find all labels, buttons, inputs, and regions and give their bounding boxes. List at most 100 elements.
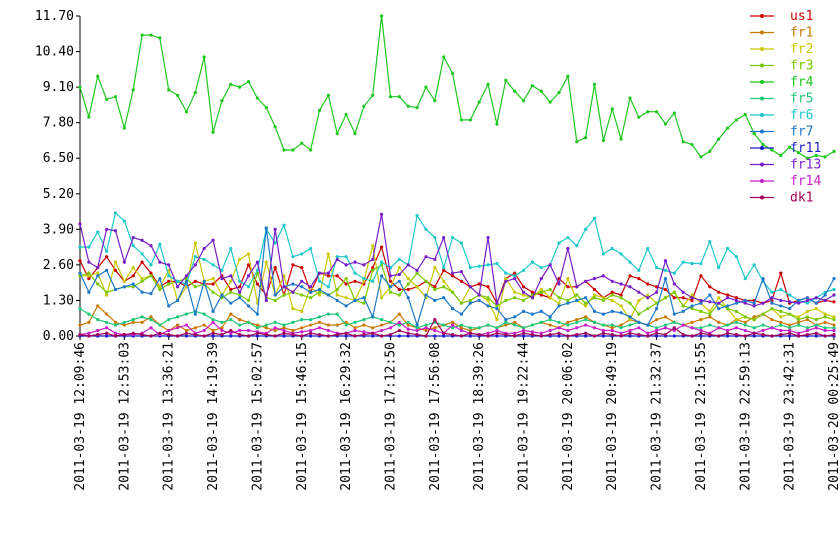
data-point	[397, 293, 401, 297]
data-point	[672, 271, 676, 275]
data-point	[681, 323, 685, 327]
data-point	[149, 315, 153, 319]
data-point	[663, 287, 668, 292]
legend-label: fr7	[790, 125, 813, 140]
data-point	[424, 334, 428, 338]
data-point	[557, 296, 561, 300]
data-point	[335, 333, 339, 337]
data-point	[752, 331, 756, 335]
data-point	[273, 320, 277, 324]
data-point	[521, 268, 526, 272]
data-point	[521, 331, 526, 335]
data-point	[459, 279, 464, 283]
data-point	[317, 326, 322, 330]
data-point	[415, 323, 419, 327]
data-point	[450, 274, 455, 278]
data-point	[752, 326, 756, 330]
data-point	[450, 326, 455, 330]
data-point	[175, 323, 180, 327]
data-point	[734, 326, 739, 330]
data-point	[521, 326, 526, 330]
data-point	[584, 296, 588, 300]
data-point	[530, 330, 535, 334]
data-point	[415, 285, 419, 289]
data-point	[628, 96, 632, 100]
data-point	[175, 285, 180, 289]
data-point	[814, 296, 818, 300]
data-point	[770, 317, 774, 322]
data-point	[486, 323, 490, 327]
data-point	[424, 255, 428, 259]
data-point	[442, 235, 446, 240]
data-point	[406, 296, 410, 300]
x-tick-label: 2011-03-19 21:32:37	[650, 342, 665, 491]
series-line	[79, 15, 835, 159]
data-point	[105, 249, 109, 253]
data-point	[406, 287, 410, 292]
data-point	[175, 326, 180, 330]
data-point	[149, 292, 153, 296]
data-point	[193, 263, 197, 267]
data-point	[539, 320, 543, 324]
data-point	[486, 334, 490, 338]
x-tick-label: 2011-03-19 12:53:03	[117, 342, 132, 491]
data-point	[380, 317, 384, 322]
data-point	[149, 263, 153, 267]
data-point	[87, 260, 91, 264]
data-point	[566, 334, 570, 338]
data-point	[335, 274, 339, 278]
data-point	[468, 328, 472, 333]
data-point	[220, 328, 224, 333]
legend-swatch-dot	[760, 80, 764, 84]
data-point	[211, 334, 215, 338]
data-point	[202, 312, 206, 316]
data-point	[495, 334, 499, 338]
data-point	[504, 78, 508, 82]
data-point	[743, 320, 747, 324]
data-point	[575, 298, 579, 303]
data-point	[220, 293, 224, 297]
data-point	[282, 274, 286, 278]
data-point	[725, 246, 730, 251]
data-point	[353, 271, 357, 275]
data-point	[690, 307, 694, 311]
data-point	[220, 99, 224, 103]
data-point	[513, 276, 517, 281]
data-point	[495, 331, 499, 335]
data-point	[513, 320, 517, 324]
data-point	[246, 304, 251, 308]
data-point	[725, 323, 730, 327]
data-point	[149, 271, 153, 275]
data-point	[273, 241, 277, 245]
data-point	[273, 334, 277, 338]
data-point	[246, 328, 251, 333]
data-point	[122, 126, 126, 130]
data-point	[539, 334, 543, 338]
data-point	[468, 298, 472, 303]
data-point	[246, 285, 251, 289]
data-point	[433, 328, 437, 333]
data-point	[752, 317, 756, 322]
data-point	[690, 304, 694, 308]
data-point	[770, 326, 774, 330]
data-point	[734, 298, 739, 303]
data-point	[814, 317, 818, 322]
data-point	[202, 328, 206, 333]
data-point	[406, 282, 410, 286]
data-point	[672, 296, 676, 300]
data-point	[371, 315, 375, 319]
data-point	[637, 320, 641, 324]
data-point	[788, 307, 792, 311]
data-point	[504, 276, 508, 281]
data-point	[255, 282, 260, 286]
data-point	[788, 323, 792, 327]
data-point	[610, 298, 614, 303]
data-point	[229, 287, 233, 292]
data-point	[468, 285, 472, 289]
data-point	[814, 153, 818, 158]
data-point	[823, 293, 827, 297]
data-point	[282, 285, 286, 289]
data-point	[796, 334, 801, 338]
x-tick-label: 2011-03-19 17:56:08	[428, 342, 443, 491]
data-point	[575, 244, 579, 248]
